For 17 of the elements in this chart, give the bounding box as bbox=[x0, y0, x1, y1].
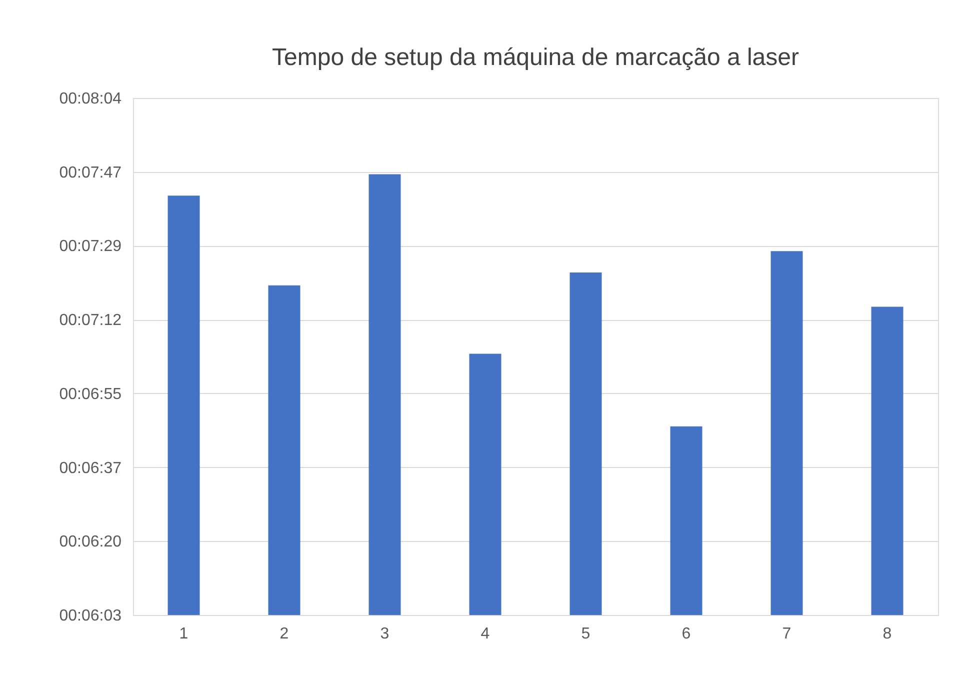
y-tick-label: 00:07:47 bbox=[59, 164, 122, 182]
y-tick-label: 00:06:03 bbox=[59, 608, 122, 624]
y-tick-label: 00:06:37 bbox=[59, 460, 122, 477]
x-tick-label: 4 bbox=[480, 626, 490, 642]
x-tick-label: 1 bbox=[179, 626, 188, 642]
x-tick-label: 6 bbox=[682, 626, 691, 642]
x-tick-label: 2 bbox=[280, 626, 289, 642]
x-tick-label: 7 bbox=[782, 626, 792, 642]
y-tick-label: 00:07:12 bbox=[59, 312, 122, 330]
y-tick-label: 00:06:20 bbox=[59, 534, 122, 551]
x-tick-label: 3 bbox=[380, 626, 390, 642]
x-tick-label: 8 bbox=[882, 626, 892, 642]
chart-title: Tempo de setup da máquina de marcação a laser bbox=[272, 44, 799, 71]
y-tick-label: 00:08:04 bbox=[59, 90, 122, 108]
x-tick-label: 5 bbox=[581, 626, 590, 642]
y-tick-label: 00:07:29 bbox=[59, 238, 122, 256]
y-tick-label: 00:06:55 bbox=[59, 386, 122, 403]
